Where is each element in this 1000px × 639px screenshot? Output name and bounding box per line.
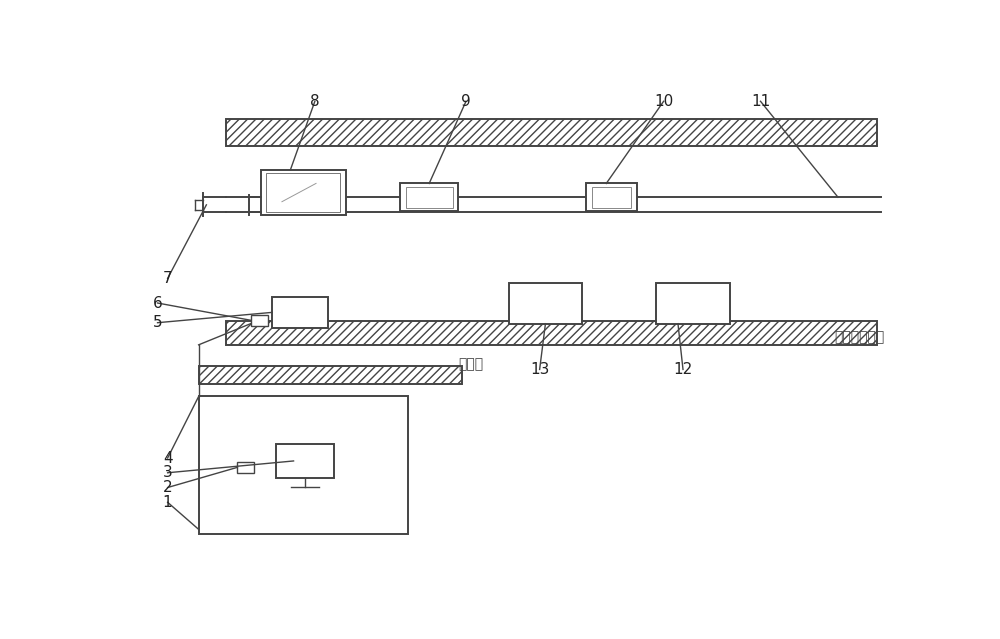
Bar — [586, 183, 637, 211]
Text: 地面上: 地面上 — [458, 357, 483, 371]
Text: 6: 6 — [153, 295, 162, 311]
Text: 9: 9 — [461, 94, 471, 109]
Bar — [406, 187, 453, 208]
Bar — [199, 366, 462, 384]
Bar — [199, 396, 408, 534]
Text: 13: 13 — [530, 362, 549, 377]
Text: 8: 8 — [310, 94, 320, 109]
Text: 3: 3 — [163, 465, 173, 481]
Bar — [226, 118, 877, 146]
Text: 5: 5 — [153, 315, 162, 330]
Text: 10: 10 — [654, 94, 673, 109]
Text: 井下生产中段: 井下生产中段 — [834, 330, 884, 344]
Text: 2: 2 — [163, 480, 172, 495]
Bar — [592, 187, 631, 208]
Bar — [266, 173, 340, 212]
Bar — [400, 183, 458, 211]
Text: 11: 11 — [751, 94, 770, 109]
Bar — [276, 444, 334, 478]
Text: 1: 1 — [163, 495, 172, 510]
Text: 7: 7 — [163, 271, 172, 286]
Bar — [226, 321, 877, 345]
Bar — [237, 462, 254, 473]
Bar — [272, 297, 328, 328]
Bar — [656, 283, 730, 324]
Bar — [251, 315, 268, 326]
Text: 12: 12 — [673, 362, 693, 377]
Bar — [509, 283, 582, 324]
Bar — [261, 170, 346, 215]
Text: 4: 4 — [163, 450, 172, 465]
